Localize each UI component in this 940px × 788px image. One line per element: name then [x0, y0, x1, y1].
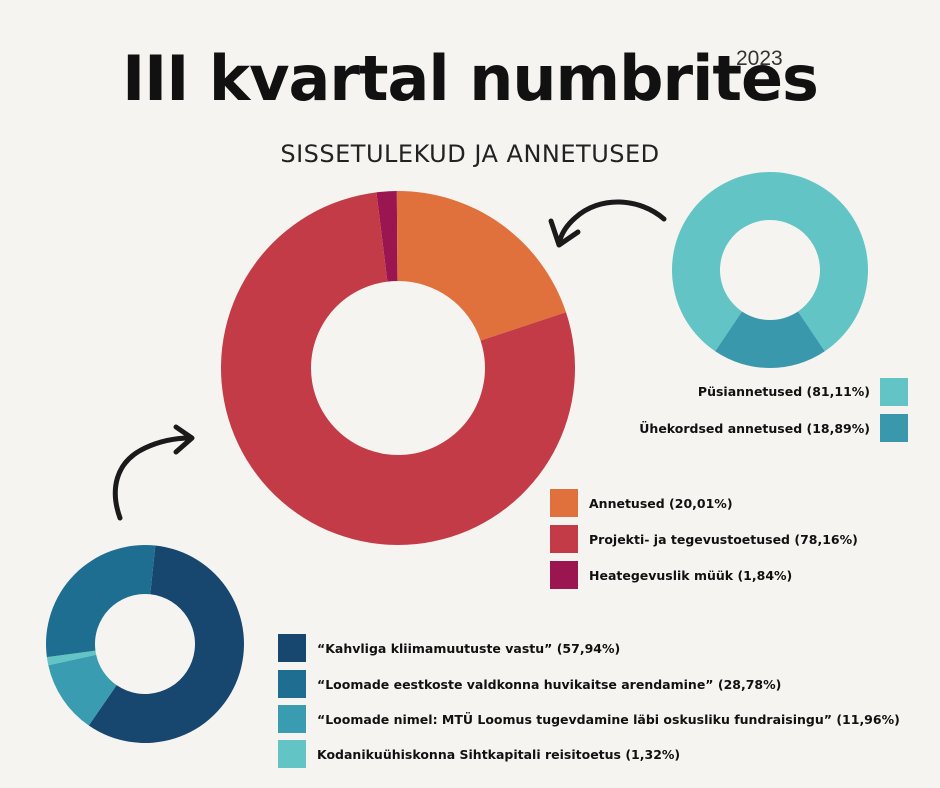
legend-label: Heategevuslik müük (1,84%) — [589, 568, 793, 583]
legend-label: “Kahvliga kliimamuutuste vastu” (57,94%) — [317, 641, 621, 656]
donut-slice — [46, 650, 97, 666]
legend-label: “Loomade nimel: MTÜ Loomus tugevdamine l… — [317, 712, 900, 727]
donut-slice — [46, 545, 156, 658]
legend-swatch — [278, 670, 306, 698]
year-label: 2023 — [736, 47, 783, 70]
donut-main — [220, 191, 575, 545]
legend-swatch — [278, 634, 306, 662]
legend-label: Projekti- ja tegevustoetused (78,16%) — [589, 532, 858, 547]
legend-swatch — [550, 489, 578, 517]
donut-slice — [715, 311, 825, 368]
legend-swatch — [278, 705, 306, 733]
legend-label: Ühekordsed annetused (18,89%) — [639, 421, 870, 436]
legend-swatch — [880, 414, 908, 442]
legend-label: Püsiannetused (81,11%) — [697, 384, 870, 399]
arrow-icon-projects — [112, 424, 195, 521]
legend-label: Kodanikuühiskonna Sihtkapitali reisitoet… — [317, 747, 681, 762]
donut-slice — [48, 654, 117, 726]
legend-swatch — [550, 561, 578, 589]
legend-swatch — [550, 525, 578, 553]
legend-swatch — [880, 378, 908, 406]
donut-slice — [671, 171, 868, 352]
donut-slice — [220, 192, 575, 545]
donut-projects — [46, 545, 245, 744]
donut-donations — [671, 171, 868, 368]
donut-slice — [88, 545, 245, 744]
legend-label: Annetused (20,01%) — [589, 496, 733, 511]
donut-slice — [376, 191, 398, 282]
legend-label: “Loomade eestkoste valdkonna huvikaitse … — [317, 677, 782, 692]
arrow-icon-donations — [548, 199, 667, 248]
page-subtitle: SISSETULEKUD JA ANNETUSED — [280, 140, 660, 168]
donut-slice — [396, 191, 567, 341]
legend-swatch — [278, 740, 306, 768]
page-title: III kvartal numbrites — [122, 42, 819, 115]
